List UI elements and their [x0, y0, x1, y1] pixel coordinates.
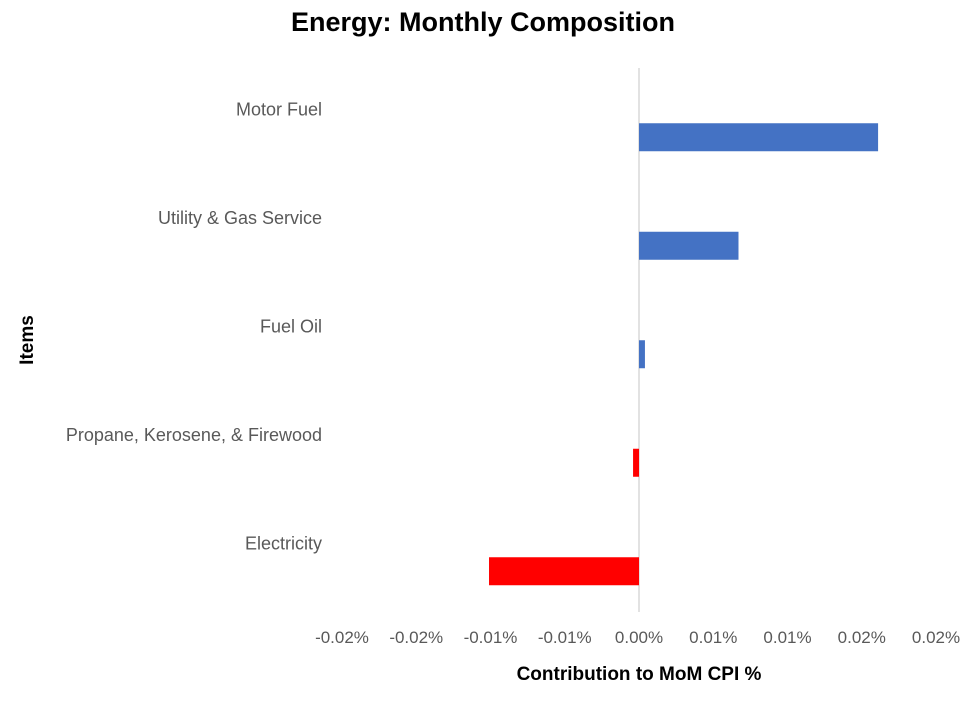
- bar-fuel-oil: [639, 340, 645, 369]
- bar-utility-gas-service: [639, 231, 739, 260]
- x-tick-label: 0.02%: [912, 628, 960, 647]
- x-tick-label: -0.01%: [464, 628, 518, 647]
- x-tick-label: 0.01%: [763, 628, 811, 647]
- category-label: Propane, Kerosene, & Firewood: [66, 425, 322, 445]
- bar-group: [489, 123, 879, 586]
- category-label: Fuel Oil: [260, 316, 322, 336]
- x-tick-label: -0.01%: [538, 628, 592, 647]
- bar-electricity: [489, 557, 639, 586]
- category-labels: Motor Fuel Utility & Gas Service Fuel Oil P…: [66, 99, 322, 553]
- x-tick-label: -0.02%: [315, 628, 369, 647]
- category-label: Motor Fuel: [236, 99, 322, 119]
- x-axis-title: Contribution to MoM CPI %: [517, 664, 762, 685]
- chart-title: Energy: Monthly Composition: [291, 7, 675, 37]
- x-tick-label: -0.02%: [389, 628, 443, 647]
- category-label: Electricity: [245, 533, 322, 553]
- bar-motor-fuel: [639, 123, 879, 152]
- bar-propane-kerosene-firewood: [633, 448, 639, 477]
- x-tick-label: 0.02%: [838, 628, 886, 647]
- y-axis-title: Items: [17, 315, 38, 365]
- x-tick-label: 0.00%: [615, 628, 663, 647]
- plot-area: Motor Fuel Utility & Gas Service Fuel Oil P…: [66, 68, 960, 647]
- x-tick-labels: -0.02% -0.02% -0.01% -0.01% 0.00% 0.01% 0.01% 0…: [315, 628, 960, 647]
- category-label: Utility & Gas Service: [158, 208, 322, 228]
- x-tick-label: 0.01%: [689, 628, 737, 647]
